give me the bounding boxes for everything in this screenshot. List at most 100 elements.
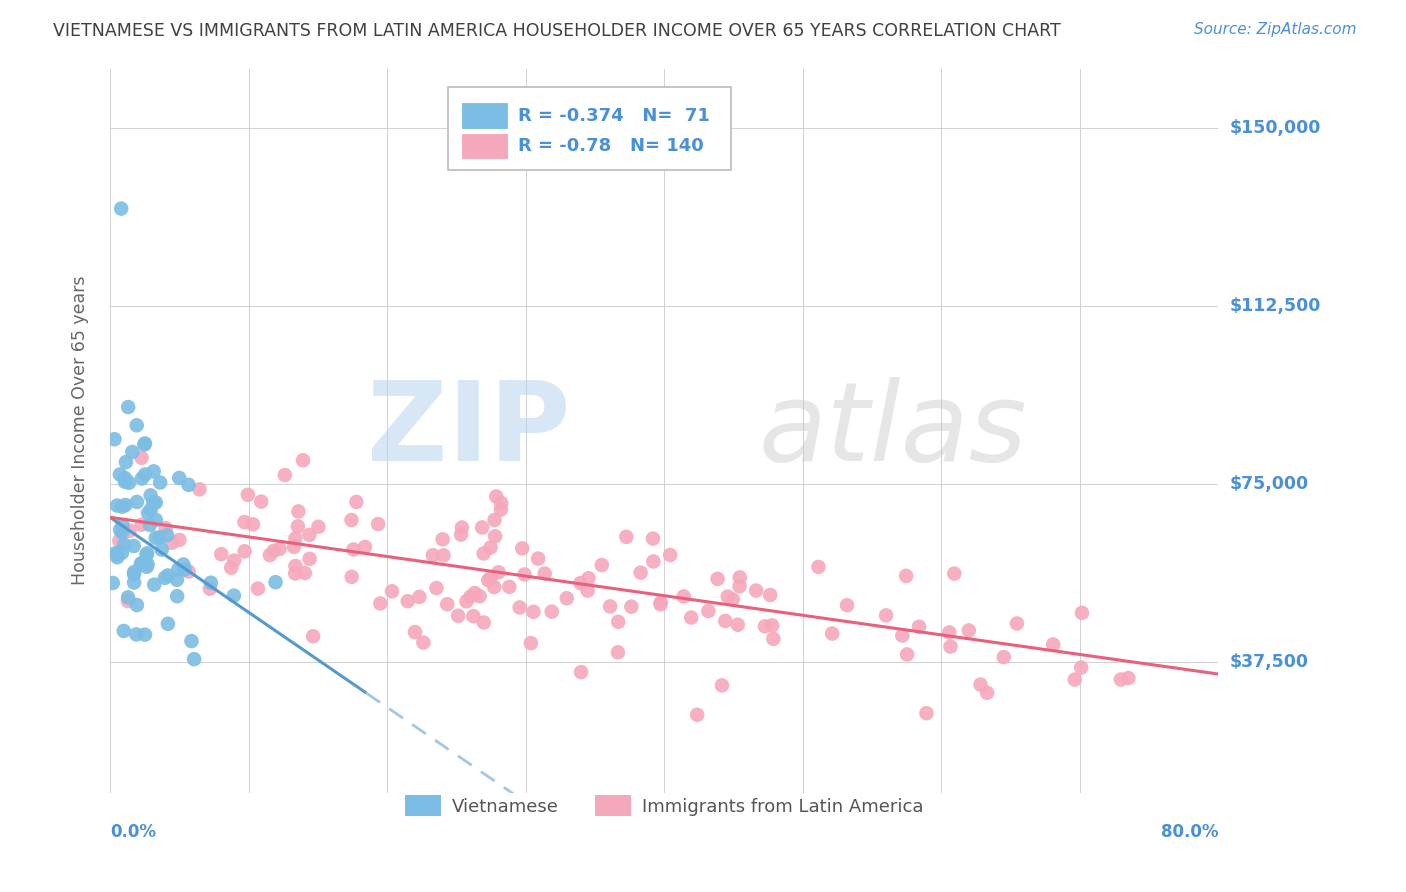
Point — [993, 650, 1015, 665]
Point — [134, 437, 156, 451]
Point — [340, 570, 363, 584]
Point — [807, 560, 830, 574]
Point — [135, 548, 157, 562]
Point — [142, 464, 165, 478]
Point — [224, 553, 246, 567]
Point — [294, 566, 316, 580]
Point — [115, 455, 138, 469]
Point — [569, 665, 592, 679]
Point — [468, 589, 491, 603]
Point — [101, 576, 124, 591]
Point — [489, 502, 512, 516]
Point — [472, 615, 495, 630]
Point — [540, 605, 562, 619]
Point — [209, 547, 232, 561]
Point — [183, 652, 205, 666]
Point — [381, 584, 404, 599]
Point — [125, 495, 148, 509]
Point — [105, 550, 128, 565]
Point — [710, 678, 733, 692]
Point — [149, 531, 172, 545]
Point — [891, 628, 914, 642]
Point — [456, 594, 478, 608]
Point — [134, 627, 156, 641]
Point — [149, 475, 172, 490]
Point — [458, 590, 481, 604]
Point — [180, 634, 202, 648]
Point — [835, 599, 858, 613]
Point — [160, 536, 183, 550]
Legend: Vietnamese, Immigrants from Latin America: Vietnamese, Immigrants from Latin Americ… — [398, 789, 931, 823]
Y-axis label: Householder Income Over 65 years: Householder Income Over 65 years — [72, 276, 89, 585]
Point — [576, 583, 599, 598]
Point — [259, 548, 281, 562]
Point — [354, 540, 377, 554]
Point — [118, 524, 141, 538]
Point — [302, 629, 325, 643]
Text: 80.0%: 80.0% — [1161, 823, 1218, 841]
Point — [121, 445, 143, 459]
Point — [134, 436, 156, 450]
Point — [643, 554, 665, 568]
Point — [754, 619, 776, 633]
Text: VIETNAMESE VS IMMIGRANTS FROM LATIN AMERICA HOUSEHOLDER INCOME OVER 65 YEARS COR: VIETNAMESE VS IMMIGRANTS FROM LATIN AMER… — [53, 22, 1062, 40]
Point — [451, 520, 474, 534]
Point — [167, 562, 190, 576]
Point — [111, 518, 134, 533]
Point — [1063, 673, 1085, 687]
Point — [630, 566, 652, 580]
Point — [145, 531, 167, 545]
Point — [112, 624, 135, 638]
Point — [129, 557, 152, 571]
Point — [114, 498, 136, 512]
Point — [166, 589, 188, 603]
Point — [479, 541, 502, 555]
Point — [761, 618, 783, 632]
FancyBboxPatch shape — [461, 133, 508, 160]
Point — [108, 523, 131, 537]
Point — [894, 569, 917, 583]
Point — [340, 513, 363, 527]
Text: 0.0%: 0.0% — [110, 823, 156, 841]
Point — [447, 608, 470, 623]
Point — [510, 541, 533, 556]
Point — [274, 468, 297, 483]
Point — [298, 528, 321, 542]
Point — [957, 624, 980, 638]
Point — [472, 547, 495, 561]
Point — [614, 530, 637, 544]
Point — [173, 562, 195, 576]
Point — [242, 517, 264, 532]
Text: Source: ZipAtlas.com: Source: ZipAtlas.com — [1194, 22, 1357, 37]
Point — [131, 517, 153, 532]
Point — [408, 590, 430, 604]
Point — [555, 591, 578, 606]
Point — [166, 573, 188, 587]
Point — [479, 571, 502, 585]
Point — [122, 565, 145, 579]
Point — [915, 706, 938, 721]
Point — [155, 521, 177, 535]
Point — [263, 544, 285, 558]
Point — [111, 546, 134, 560]
Point — [104, 546, 127, 560]
Point — [527, 551, 550, 566]
Point — [156, 528, 179, 542]
Point — [131, 557, 153, 571]
Point — [412, 635, 434, 649]
Point — [404, 625, 426, 640]
Point — [520, 636, 543, 650]
Point — [939, 640, 962, 654]
Point — [131, 471, 153, 485]
Text: $75,000: $75,000 — [1229, 475, 1309, 493]
Point — [513, 567, 536, 582]
Point — [1109, 673, 1132, 687]
Point — [188, 483, 211, 497]
Point — [728, 570, 751, 584]
Point — [498, 580, 520, 594]
Point — [875, 608, 897, 623]
Point — [706, 572, 728, 586]
Point — [125, 627, 148, 641]
Point — [264, 575, 287, 590]
Point — [908, 620, 931, 634]
